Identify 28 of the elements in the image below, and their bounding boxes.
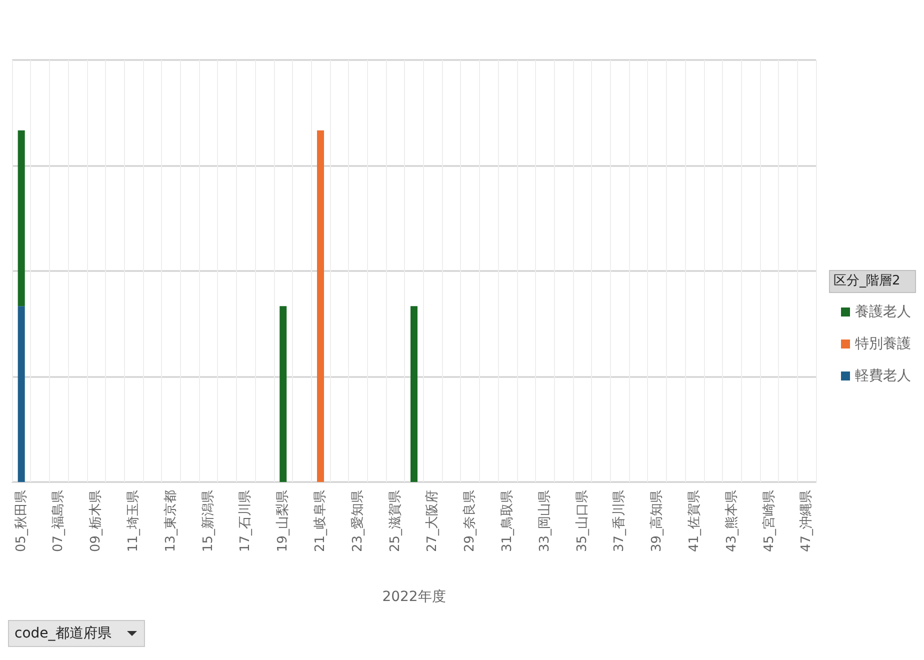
x-tick-label: 37_香川県 (612, 490, 628, 552)
x-axis-title: 2022年度 (382, 589, 446, 605)
text: code_都道府県 (14, 626, 112, 642)
x-tick-label: 09_栃木県 (88, 490, 104, 552)
x-tick-label: 17_石川県 (238, 490, 254, 552)
x-tick-label: 47_沖縄県 (799, 490, 814, 552)
x-tick-label: 19_山梨県 (276, 490, 291, 552)
x-tick-label: 45_宮崎県 (760, 490, 777, 552)
x-tick-label: 05_秋田県 (14, 490, 29, 552)
x-tick-label: 31_鳥取県 (500, 490, 515, 552)
x-tick-label: 11_埼玉県 (126, 490, 142, 552)
x-tick-label: 21_岐阜県 (313, 490, 328, 552)
x-tick-label: 29_奈良県 (462, 490, 478, 552)
x-tick-label: 13_東京都 (163, 490, 178, 552)
x-tick-label: 35_山口県 (574, 490, 590, 552)
legend-label: 特別養護 (855, 336, 911, 352)
x-tick-label: 43_熊本県 (724, 490, 740, 552)
x-tick-label: 23_愛知県 (350, 490, 366, 552)
legend-title: 区分_階層2 (834, 274, 900, 288)
x-tick-label: 39_高知県 (648, 490, 665, 552)
legend-label: 軽費老人 (855, 368, 911, 384)
x-tick-label: 15_新潟県 (200, 490, 216, 552)
x-tick-label: 25_滋賀県 (388, 490, 403, 552)
x-tick-label: 07_福島県 (51, 490, 66, 552)
x-tick-label: 27_大阪府 (424, 490, 440, 552)
x-tick-label: 33_岡山県 (537, 490, 552, 552)
legend-label: 養護老人 (855, 304, 911, 320)
x-tick-label: 41_佐賀県 (686, 490, 702, 552)
